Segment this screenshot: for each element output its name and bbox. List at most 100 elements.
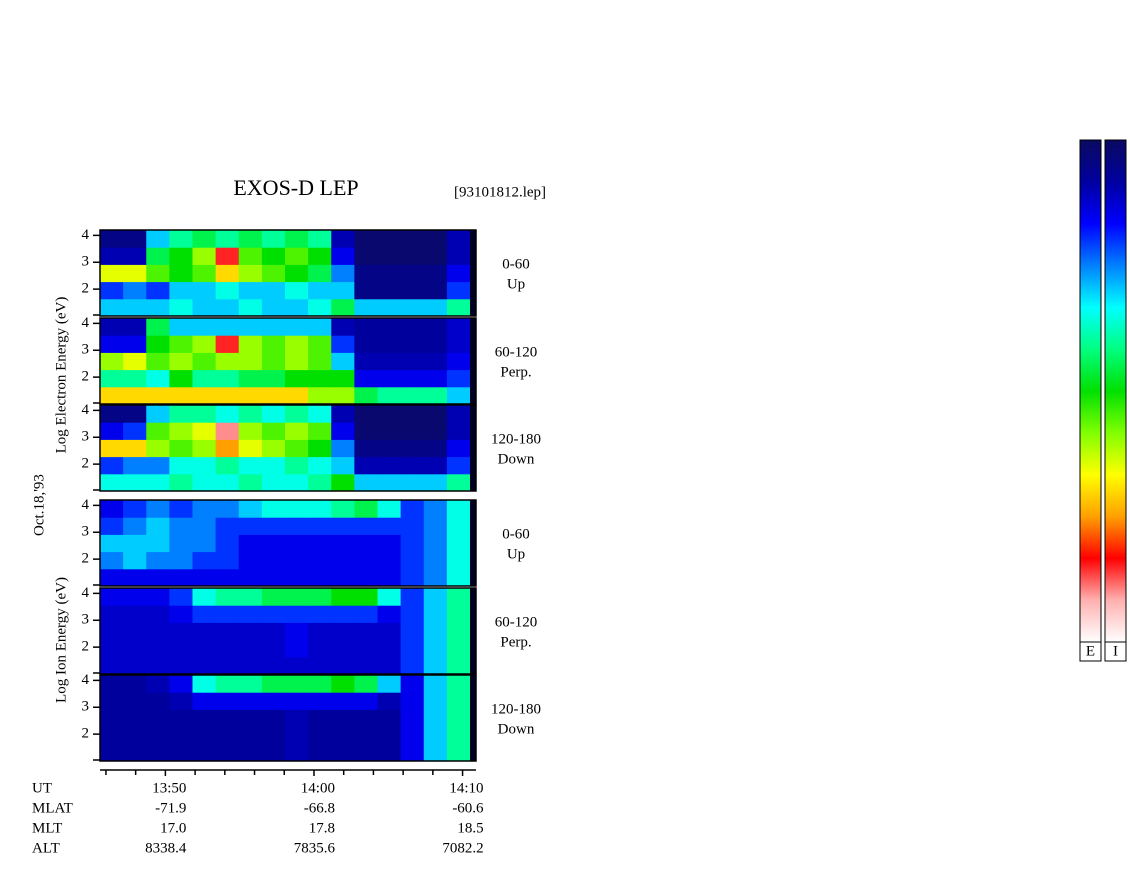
spectrogram-cell — [400, 675, 425, 693]
spectrogram-cell — [354, 605, 378, 623]
ephemeris-label: MLT — [32, 820, 62, 836]
spectrogram-cell — [238, 230, 263, 248]
spectrogram-cell — [192, 534, 217, 553]
spectrogram-cell — [423, 675, 448, 693]
spectrogram-cell — [423, 692, 448, 710]
spectrogram-cell — [238, 743, 263, 762]
spectrogram-cell — [446, 318, 471, 336]
spectrogram-cell — [261, 405, 286, 423]
spectrogram-cell — [169, 439, 193, 458]
spectrogram-cell — [377, 726, 402, 745]
y-tick-label: 3 — [82, 612, 90, 628]
spectrogram-cell — [100, 534, 124, 553]
spectrogram-cell — [308, 264, 332, 283]
spectrogram-cell — [308, 352, 332, 371]
spectrogram-cell — [169, 605, 193, 623]
spectrogram-cell — [192, 622, 217, 641]
spectrogram-cell — [354, 318, 378, 336]
spectrogram-cell — [377, 369, 402, 388]
spectrogram-cell — [100, 369, 124, 388]
ephemeris-label: ALT — [32, 840, 60, 856]
spectrogram-cell — [400, 318, 425, 336]
spectrogram-cell — [285, 439, 309, 458]
spectrogram-cell — [285, 622, 309, 641]
spectrogram-cell — [423, 743, 448, 762]
spectrogram-cell — [331, 551, 355, 570]
spectrogram-cell — [100, 622, 124, 641]
y-tick-label: 4 — [82, 315, 90, 331]
spectrogram-cell — [100, 726, 124, 745]
spectrogram-cell — [146, 500, 170, 518]
spectrogram-cell — [377, 568, 402, 587]
spectrogram-cell — [146, 335, 170, 353]
spectrogram-cell — [308, 369, 332, 388]
ion-axis-label: Log Ion Energy (eV) — [53, 577, 69, 703]
spectrogram-cell — [308, 726, 332, 745]
spectrogram-cell — [123, 264, 147, 283]
spectrogram-cell — [285, 386, 309, 405]
spectrogram-cell — [100, 692, 124, 710]
spectrogram-cell — [331, 318, 355, 336]
spectrogram-cell — [446, 456, 471, 475]
spectrogram-cell — [400, 517, 425, 535]
spectrogram-cell — [123, 517, 147, 535]
spectrogram-cell — [285, 588, 309, 606]
spectrogram-cell — [423, 230, 448, 248]
spectrogram-cell — [377, 298, 402, 317]
y-tick-label: 3 — [82, 524, 90, 540]
ephemeris-value: 7835.6 — [294, 840, 336, 856]
spectrogram-cell — [146, 318, 170, 336]
spectrogram-cell — [377, 675, 402, 693]
spectrogram-cell — [423, 656, 448, 675]
spectrogram-cell — [100, 318, 124, 336]
spectrogram-cell — [354, 335, 378, 353]
spectrogram-cell — [123, 405, 147, 423]
spectrogram-cell — [215, 281, 240, 300]
spectrogram-cell — [423, 639, 448, 658]
spectrogram-cell — [308, 622, 332, 641]
spectrogram-cell — [446, 568, 471, 587]
spectrogram-cell — [423, 281, 448, 300]
spectrogram-cell — [308, 639, 332, 658]
spectrogram-cell — [446, 247, 471, 265]
spectrogram-cell — [215, 726, 240, 745]
spectrogram-cell — [377, 622, 402, 641]
spectrogram-cell — [261, 298, 286, 317]
spectrogram-cell — [169, 656, 193, 675]
spectrogram-cell — [238, 439, 263, 458]
spectrogram-cell — [215, 605, 240, 623]
spectrogram-cell — [238, 298, 263, 317]
spectrogram-cell — [215, 709, 240, 728]
spectrogram-cell — [377, 386, 402, 405]
spectrogram-cell — [192, 473, 217, 492]
spectrogram-cell — [377, 318, 402, 336]
channel-label: 120-180 — [491, 431, 541, 447]
file-name: [93101812.lep] — [454, 184, 546, 200]
spectrogram-cell — [169, 692, 193, 710]
spectrogram-cell — [285, 352, 309, 371]
spectrogram-cell — [285, 605, 309, 623]
spectrogram-cell — [169, 298, 193, 317]
spectrogram-cell — [308, 656, 332, 675]
panel-edge-strip — [470, 588, 476, 674]
spectrogram-cell — [261, 473, 286, 492]
spectrogram-cell — [354, 405, 378, 423]
spectrogram-cell — [100, 568, 124, 587]
spectrogram-cell — [285, 675, 309, 693]
spectrogram-cell — [261, 605, 286, 623]
spectrogram-cell — [400, 230, 425, 248]
spectrogram-cell — [285, 318, 309, 336]
spectrogram-cell — [238, 656, 263, 675]
spectrogram-cell — [238, 318, 263, 336]
spectrogram-cell — [331, 692, 355, 710]
spectrogram-cell — [308, 473, 332, 492]
spectrogram-cell — [169, 551, 193, 570]
spectrogram-cell — [192, 709, 217, 728]
spectrogram-cell — [238, 405, 263, 423]
spectrogram-cell — [308, 605, 332, 623]
spectrogram-cell — [238, 247, 263, 265]
spectrogram-cell — [238, 369, 263, 388]
spectrogram-cell — [354, 656, 378, 675]
spectrogram-cell — [400, 264, 425, 283]
spectrogram-cell — [331, 517, 355, 535]
